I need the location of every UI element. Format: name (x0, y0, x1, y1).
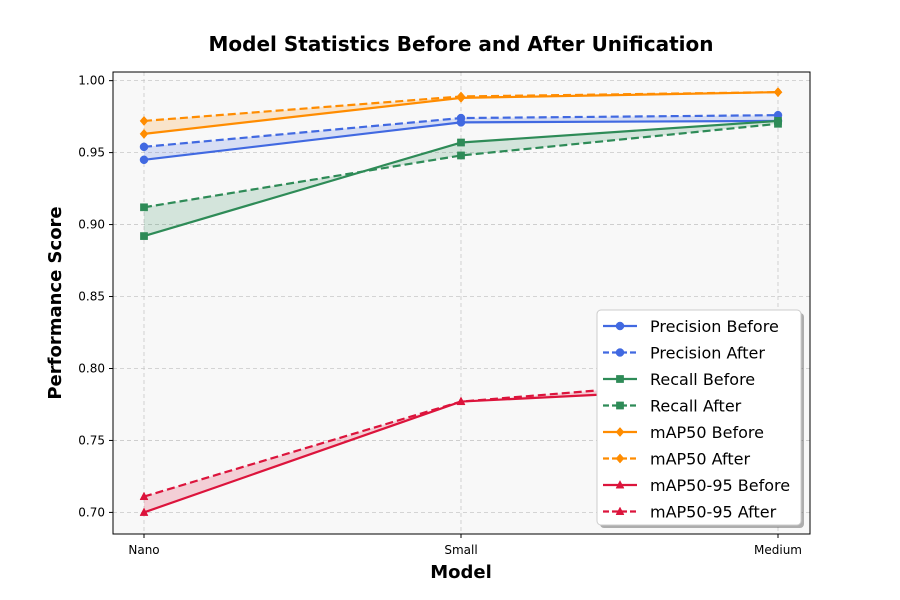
legend-marker (615, 506, 625, 515)
legend: Precision Before Precision After Recall Be… (596, 309, 804, 528)
legend-marker (615, 427, 625, 437)
marker-recall-before (140, 232, 148, 240)
marker-recall-after (774, 119, 782, 128)
legend-label: Recall After (650, 397, 742, 416)
fill-map50 (144, 92, 778, 134)
y-axis-title: Performance Score (45, 206, 66, 399)
legend-marker (615, 348, 625, 357)
marker-map50-95-after (456, 396, 466, 406)
legend-label: Precision After (650, 344, 765, 363)
legend-box (596, 309, 802, 526)
marker-recall-after (140, 203, 148, 212)
marker-recall-after (457, 151, 465, 160)
legend-label: mAP50 Before (650, 423, 764, 442)
series-map50-after (139, 87, 783, 126)
legend-marker (616, 401, 624, 410)
legend-label: Precision Before (650, 317, 779, 336)
x-tick-label: Medium (754, 543, 802, 557)
legend-item-map50-after: mAP50 After (603, 450, 750, 469)
marker-precision-before (139, 155, 149, 165)
x-tick-label: Nano (128, 543, 159, 557)
legend-item-precision-before: Precision Before (603, 317, 779, 336)
series-precision-after (139, 110, 783, 152)
legend-marker (615, 480, 625, 489)
fill-precision (144, 115, 778, 160)
legend-item-map50-before: mAP50 Before (603, 423, 764, 442)
y-tick-label: 1.00 (78, 74, 105, 88)
series-recall-after (140, 119, 782, 212)
legend-item-map50-95-after: mAP50-95 After (603, 503, 777, 522)
y-axis-ticks: 0.70 0.75 0.80 0.85 0.90 0.95 1.00 (78, 74, 113, 519)
legend-label: mAP50-95 Before (650, 476, 790, 495)
marker-recall-before (457, 138, 465, 147)
y-tick-label: 0.80 (78, 361, 105, 375)
marker-precision-after (456, 113, 466, 123)
marker-map50-after (456, 91, 466, 102)
legend-item-recall-before: Recall Before (603, 370, 755, 389)
legend-item-recall-after: Recall After (603, 397, 742, 416)
chart-title: Model Statistics Before and After Unific… (209, 32, 714, 56)
marker-precision-after (139, 142, 149, 152)
y-tick-label: 0.70 (78, 505, 105, 519)
marker-map50-after (139, 115, 149, 126)
y-tick-label: 0.85 (78, 290, 105, 304)
x-axis-ticks: Nano Small Medium (128, 534, 802, 557)
legend-item-precision-after: Precision After (603, 344, 765, 363)
legend-marker (615, 321, 625, 331)
legend-label: Recall Before (650, 370, 755, 389)
x-tick-label: Small (444, 543, 477, 557)
x-axis-title: Model (430, 562, 492, 583)
line-recall-after (143, 122, 779, 209)
legend-marker (615, 453, 625, 464)
marker-map50-before (139, 128, 149, 139)
legend-label: mAP50-95 After (650, 503, 777, 522)
legend-marker (616, 375, 624, 383)
legend-label: mAP50 After (650, 450, 750, 469)
marker-map50-after (773, 87, 783, 98)
marker-map50-95-before (139, 507, 149, 516)
y-tick-label: 0.75 (78, 433, 105, 447)
legend-item-map50-95-before: mAP50-95 Before (603, 476, 790, 495)
y-tick-label: 0.90 (78, 218, 105, 232)
marker-map50-95-after (139, 491, 149, 501)
y-tick-label: 0.95 (78, 146, 105, 160)
